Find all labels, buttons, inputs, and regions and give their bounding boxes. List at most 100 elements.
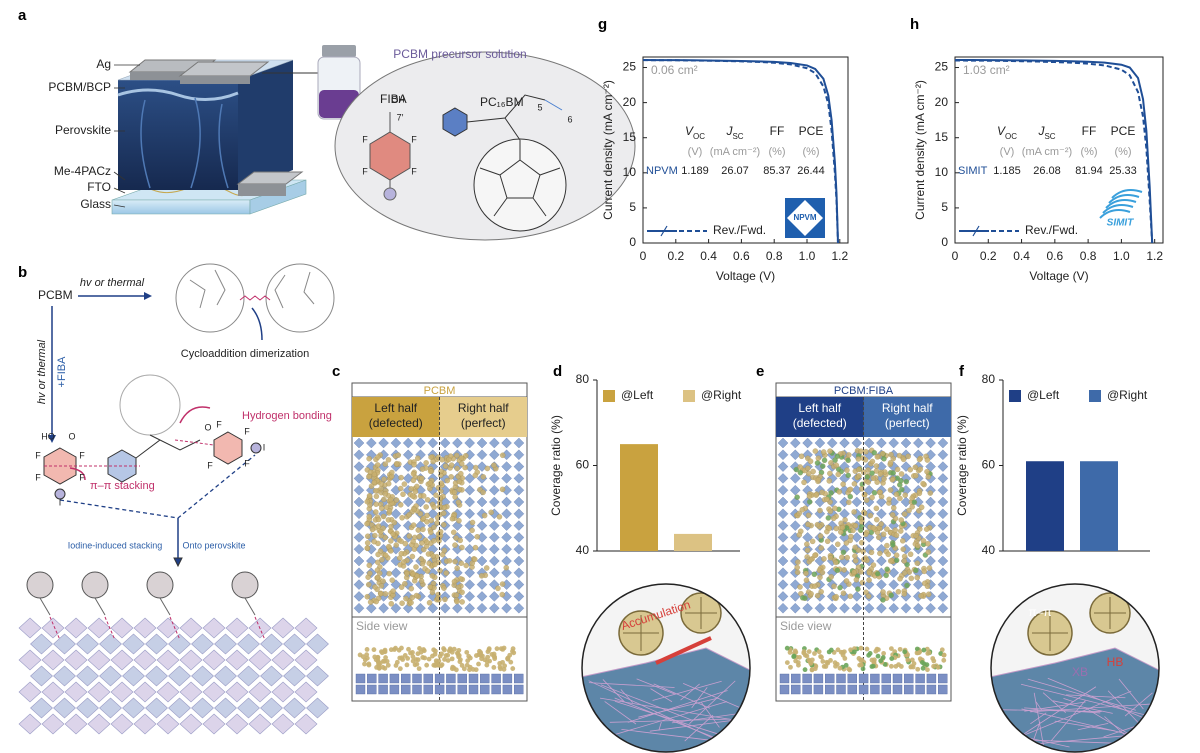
lattice-tile: [476, 520, 488, 531]
lattice-tile: [306, 665, 329, 687]
molecule-dot: [424, 568, 431, 574]
molecule-dot: [921, 568, 927, 575]
molecule-dot: [873, 505, 880, 512]
lattice-tile: [892, 673, 903, 684]
lattice-tile: [501, 461, 512, 472]
molecule-dot: [916, 650, 922, 656]
atom-label: 6: [567, 114, 572, 124]
molecule-dot: [414, 573, 421, 579]
lattice-tile: [476, 496, 488, 508]
molecule-dot: [846, 499, 852, 506]
bond: [1077, 722, 1109, 731]
molecule-dot: [896, 452, 903, 459]
molecule-dot: [915, 666, 921, 672]
x-axis-title: Voltage (V): [716, 269, 775, 283]
lattice-tile: [777, 543, 789, 555]
lattice-tile: [457, 684, 467, 695]
molecule-dot: [887, 558, 894, 564]
lattice-tile: [489, 449, 500, 461]
molecule-dot: [442, 656, 447, 662]
lattice-tile: [179, 617, 203, 639]
lattice-tile: [464, 484, 475, 496]
y-tick-label: 80: [576, 372, 590, 386]
lattice-tile: [427, 602, 439, 614]
molecule-dot: [416, 666, 422, 672]
x-tick-label: 1.2: [831, 249, 848, 263]
molecule-dot: [862, 457, 869, 463]
interaction-label: π–π stacking: [90, 480, 155, 492]
stacking-line: [254, 616, 266, 641]
molecule-dot: [900, 456, 907, 463]
half-label: (defected): [369, 416, 423, 430]
lattice-tile: [452, 602, 463, 614]
panel-label: d: [553, 363, 562, 380]
molecule-dot: [489, 651, 495, 657]
molecule-dot: [373, 501, 379, 507]
molecule-dot: [478, 573, 485, 579]
table-header-main: PCE: [799, 124, 824, 138]
molecule-dot: [423, 504, 429, 510]
molecule-dot: [844, 467, 850, 473]
molecule-dot: [450, 529, 457, 536]
molecule-dot: [442, 596, 448, 603]
lattice-tile: [513, 555, 525, 567]
x-tick-label: 0: [952, 249, 959, 263]
lattice-tile: [378, 684, 388, 695]
atom-label: F: [216, 419, 222, 429]
molecule-dot: [456, 517, 462, 524]
molecule-dot: [900, 546, 906, 552]
panel-label: e: [756, 363, 764, 380]
molecule-dot: [908, 664, 914, 669]
molecule-dot: [852, 553, 858, 559]
molecule-dot: [466, 653, 472, 659]
table-header-main: V: [997, 124, 1006, 138]
molecule-dot: [824, 496, 830, 503]
molecule-dot: [850, 527, 856, 534]
lattice-tile: [179, 681, 203, 703]
molecule-dot: [812, 583, 818, 589]
lattice-tile: [839, 437, 850, 449]
half-label: Left half: [374, 401, 417, 415]
x-tick-label: 0.8: [766, 249, 783, 263]
molecule-dot: [826, 478, 833, 484]
molecule-dot: [364, 545, 371, 551]
fiba-molecule: [369, 112, 411, 201]
y-tick-label: 40: [982, 543, 996, 557]
plot-frame: [954, 56, 1164, 244]
table-row-name: NPVM: [646, 165, 678, 177]
molecule-dot: [446, 456, 452, 463]
molecule-dot: [480, 474, 487, 480]
molecule-dot: [469, 527, 475, 534]
molecule-dot: [888, 592, 894, 598]
molecule-dot: [449, 666, 455, 672]
molecule-dot: [492, 656, 498, 662]
y-tick-label: 10: [623, 165, 637, 179]
molecule-dot: [806, 493, 813, 499]
linker: [159, 597, 171, 616]
molecule-dot: [454, 465, 460, 472]
molecule-dot: [832, 505, 838, 512]
table-value: 26.07: [721, 165, 749, 177]
molecule-dot: [444, 477, 451, 484]
lattice-tile: [513, 520, 525, 531]
lattice-tile: [501, 473, 512, 484]
molecule-dot: [435, 484, 442, 491]
molecule-dot: [899, 486, 905, 493]
molecule-dot: [448, 462, 455, 468]
lattice-tile: [501, 602, 512, 614]
lattice-tile: [513, 591, 525, 602]
molecule-dot: [877, 550, 883, 557]
lattice-tile: [802, 602, 813, 614]
molecule-dot: [887, 487, 894, 493]
lattice-tile: [294, 617, 318, 639]
molecule-dot: [858, 569, 864, 575]
molecule-dot: [894, 466, 901, 473]
lattice-tile: [904, 684, 914, 695]
molecule-dot: [498, 666, 503, 672]
molecule-dot: [386, 508, 393, 514]
lattice-tile: [937, 461, 949, 472]
lattice-tile: [826, 437, 838, 449]
molecule-dot: [897, 646, 903, 652]
molecule-dot: [439, 651, 444, 657]
lattice-tile: [464, 602, 475, 614]
